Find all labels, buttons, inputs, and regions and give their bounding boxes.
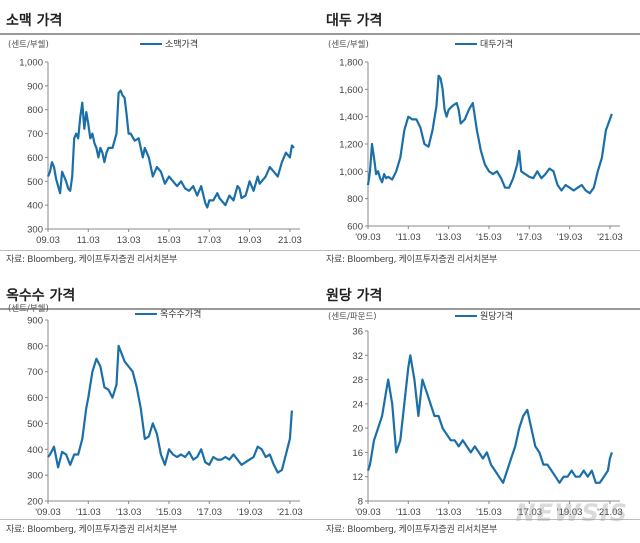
y-axis-unit: (센트/파운드) — [328, 311, 377, 322]
watermark-logo: NEWSIS — [515, 499, 628, 527]
source-note: 자료: Bloomberg, 케이프투자증권 리서치본부 — [6, 525, 177, 535]
legend-label: 원당가격 — [480, 310, 513, 322]
y-axis-unit: (센트/부쉘) — [8, 39, 49, 50]
x-tick-label: '15.03 — [476, 507, 502, 518]
y-tick-label: 1,000 — [19, 58, 43, 69]
source-note: 자료: Bloomberg, 케이프투자증권 리서치본부 — [6, 255, 177, 265]
y-tick-label: 36 — [352, 327, 363, 338]
chart-panel-wheat: 소맥 가격 (센트/부쉘) 소맥가격 300 400 500 600 700 800 900 1,… — [0, 0, 320, 272]
y-axis-unit: (센트/부쉘) — [328, 39, 369, 50]
y-tick-label: 500 — [27, 419, 43, 430]
y-tick-label: 1,200 — [339, 140, 363, 151]
y-tick-label: 8 — [358, 497, 363, 508]
y-tick-label: 600 — [347, 222, 363, 233]
y-tick-label: 800 — [27, 105, 43, 116]
line-chart-soybean: (센트/부쉘) 대두가격 600 800 1,000 1,200 1,400 1,600 1,8… — [328, 38, 623, 243]
title-divider — [320, 33, 640, 35]
y-tick-label: 300 — [27, 471, 43, 482]
y-tick-label: 700 — [27, 129, 43, 140]
y-tick-label: 600 — [27, 153, 43, 164]
x-tick-label: '09.03 — [35, 507, 61, 518]
source-divider — [320, 250, 640, 251]
legend-label: 대두가격 — [480, 38, 513, 50]
source-divider — [0, 519, 320, 520]
x-tick-label: 19.03 — [238, 235, 262, 246]
x-tick-label: '19.03 — [557, 232, 583, 243]
y-tick-label: 32 — [352, 351, 363, 362]
line-chart-corn: (센트/부쉘) 옥수수가격 200 300 400 500 600 700 800 900 '09.… — [8, 303, 303, 518]
chart-panel-sugar: 원당 가격 (센트/파운드) 원당가격 8 12 16 20 24 28 32 36 '09.03 '… — [320, 275, 640, 543]
x-tick-label: '11.03 — [76, 507, 101, 518]
y-tick-label: 400 — [27, 201, 43, 212]
x-tick-label: '19.03 — [237, 507, 263, 518]
legend-label: 소맥가격 — [165, 38, 198, 50]
source-note: 자료: Bloomberg, 케이프투자증권 리서치본부 — [326, 255, 497, 265]
price-series-line — [46, 89, 295, 209]
y-tick-label: 1,000 — [339, 167, 363, 178]
x-tick-label: '17.03 — [516, 232, 542, 243]
x-tick-label: '13.03 — [436, 232, 462, 243]
x-tick-label: 09.03 — [36, 235, 60, 246]
y-tick-label: 16 — [352, 448, 363, 459]
y-tick-label: 20 — [352, 424, 363, 435]
y-tick-label: 400 — [27, 445, 43, 456]
x-tick-label: '17.03 — [196, 507, 222, 518]
x-tick-label: 13.03 — [117, 235, 141, 246]
title-divider — [0, 308, 320, 310]
x-tick-label: '15.03 — [476, 232, 502, 243]
x-tick-label: '11.03 — [396, 232, 421, 243]
y-tick-label: 1,600 — [339, 85, 363, 96]
y-tick-label: 1,800 — [339, 58, 363, 69]
x-tick-label: 17.03 — [197, 235, 221, 246]
y-tick-label: 24 — [352, 399, 363, 410]
y-tick-label: 900 — [27, 316, 43, 327]
y-tick-label: 1,400 — [339, 112, 363, 123]
x-tick-label: '13.03 — [436, 507, 462, 518]
x-tick-label: '15.03 — [156, 507, 182, 518]
y-tick-label: 900 — [27, 81, 43, 92]
y-tick-label: 700 — [27, 367, 43, 378]
x-tick-label: '21.03 — [597, 507, 623, 518]
y-tick-label: 800 — [347, 194, 363, 205]
title-divider — [0, 33, 320, 35]
chart-panel-corn: 옥수수 가격 (센트/부쉘) 옥수수가격 200 300 400 500 600 700 800… — [0, 275, 320, 543]
y-tick-label: 300 — [27, 225, 43, 236]
y-axis-unit: (센트/부쉘) — [8, 303, 49, 314]
title-divider — [320, 308, 640, 310]
y-tick-label: 600 — [27, 393, 43, 404]
chart-title: 원당 가격 — [326, 288, 383, 304]
y-tick-label: 12 — [352, 472, 363, 483]
x-tick-label: '09.03 — [355, 232, 381, 243]
x-tick-label: '17.03 — [516, 507, 542, 518]
x-tick-label: 21.03 — [278, 235, 302, 246]
line-chart-wheat: (센트/부쉘) 소맥가격 300 400 500 600 700 800 900 1,000 09.… — [8, 38, 302, 246]
x-tick-label: '21.03 — [597, 232, 623, 243]
x-tick-label: '21.03 — [277, 507, 303, 518]
y-tick-label: 28 — [352, 375, 363, 386]
x-tick-label: '19.03 — [557, 507, 583, 518]
price-series-line — [47, 344, 293, 474]
source-note: 자료: Bloomberg, 케이프투자증권 리서치본부 — [326, 525, 497, 535]
x-tick-label: '09.03 — [355, 507, 381, 518]
y-tick-label: 800 — [27, 341, 43, 352]
x-tick-label: '11.03 — [396, 507, 421, 518]
source-divider — [320, 519, 640, 520]
y-tick-label: 500 — [27, 177, 43, 188]
chart-panel-soybean: 대두 가격 (센트/부쉘) 대두가격 600 800 1,000 1,200 1,400 1,… — [320, 0, 640, 272]
legend-label: 옥수수가격 — [160, 308, 201, 320]
y-tick-label: 200 — [27, 497, 43, 508]
line-chart-sugar: (센트/파운드) 원당가격 8 12 16 20 24 28 32 36 '09.03 '11.03 '… — [328, 310, 623, 518]
chart-title: 옥수수 가격 — [6, 288, 76, 304]
chart-title: 소맥 가격 — [6, 13, 63, 29]
price-series-line — [366, 74, 613, 195]
source-divider — [0, 250, 320, 251]
x-tick-label: 15.03 — [157, 235, 181, 246]
x-tick-label: '13.03 — [116, 507, 142, 518]
chart-title: 대두 가격 — [326, 13, 383, 29]
price-series-line — [366, 354, 613, 484]
x-tick-label: 11.03 — [77, 235, 100, 246]
